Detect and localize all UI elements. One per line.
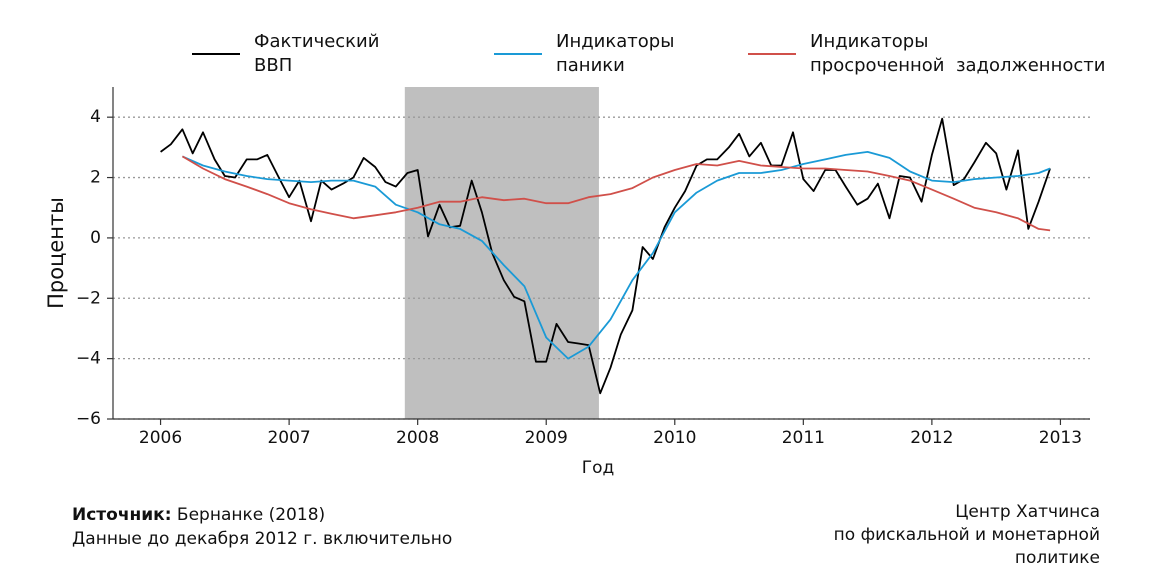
y-tick-label: −2: [76, 288, 101, 308]
legend-label: Индикаторы паники: [556, 31, 675, 76]
x-tick-label: 2008: [396, 428, 439, 448]
x-tick-label: 2013: [1039, 428, 1082, 448]
note: Данные до декабря 2012 г. включительно: [72, 529, 453, 549]
y-tick-label: −4: [76, 349, 101, 369]
x-tick-label: 2011: [782, 428, 825, 448]
series-line: [160, 117, 1051, 395]
source: Бернанке (2018): [176, 505, 326, 525]
series-line: [182, 150, 1051, 360]
y-axis-label: Проценты: [44, 197, 68, 309]
series-line: [181, 155, 1051, 232]
x-tick-label: 2010: [653, 428, 696, 448]
y-tick-label: 2: [90, 168, 101, 188]
credit: Центр Хатчинса по фискальной и монетарно…: [833, 502, 1100, 568]
source-line: Источник: Бернанке (2018): [72, 504, 325, 527]
source-label: Источник:: [72, 505, 172, 525]
x-tick-label: 2012: [910, 428, 953, 448]
y-tick-label: 0: [90, 228, 101, 248]
x-tick-label: 2006: [139, 428, 182, 448]
x-tick-label: 2009: [525, 428, 568, 448]
y-tick-label: 4: [90, 107, 101, 127]
x-axis-label: Год: [582, 458, 615, 478]
recession-shade: [404, 87, 599, 419]
x-tick-label: 2007: [267, 428, 310, 448]
y-tick-label: −6: [76, 409, 101, 429]
legend-label: Индикаторы просроченной задолженности: [810, 31, 1106, 76]
legend-label: Фактический ВВП: [254, 31, 380, 76]
